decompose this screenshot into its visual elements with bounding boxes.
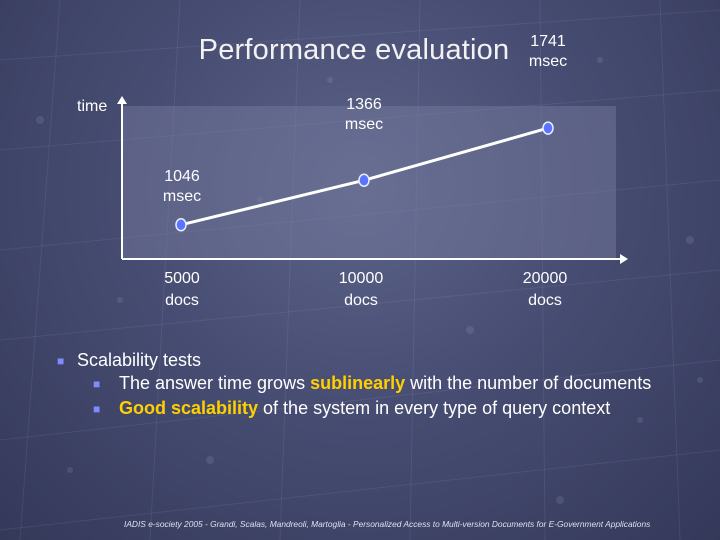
highlight-good-scalability: Good scalability [119, 398, 259, 418]
data-label-1: 1046 msec [162, 167, 202, 205]
slide-title: Performance evaluation [198, 34, 510, 66]
footer-citation: IADIS e-society 2005 - Grandi, Scalas, M… [124, 519, 651, 529]
data-label-2: 1366 msec [344, 96, 384, 134]
x-tick-label-2: 10000 docs [338, 270, 384, 309]
bullet-text: Scalability tests [77, 350, 202, 370]
data-point-2 [358, 173, 370, 188]
bullet-scalability-tests: ■ Scalability tests [57, 349, 679, 371]
x-tick-label-3: 20000 docs [522, 270, 568, 309]
data-point-3 [542, 121, 554, 135]
y-axis-title: time [77, 98, 108, 115]
x-axis-arrowhead [620, 254, 628, 264]
sub-bullet-text-before: The answer time grows [119, 373, 311, 393]
sub-bullet-text-after: with the number of documents [405, 373, 652, 393]
data-label-3: 1741 msec [528, 33, 568, 71]
y-axis-arrowhead [117, 96, 127, 104]
highlight-sublinearly: sublinearly [310, 373, 406, 393]
data-point-1 [175, 218, 187, 232]
bullet-list: ■ Scalability tests ■ The answer time gr… [57, 349, 679, 421]
bullet-square-icon: ■ [93, 377, 101, 391]
sub-bullet-good-scalability: ■ Good scalability of the system in ever… [57, 396, 679, 421]
sub-bullet-text-after: of the system in every type of query con… [258, 398, 611, 418]
sub-bullet-answer-time: ■ The answer time grows sublinearly with… [57, 371, 679, 396]
bullet-square-icon: ■ [57, 354, 65, 368]
bullet-square-icon: ■ [93, 402, 101, 416]
x-tick-label-1: 5000 docs [164, 270, 200, 309]
